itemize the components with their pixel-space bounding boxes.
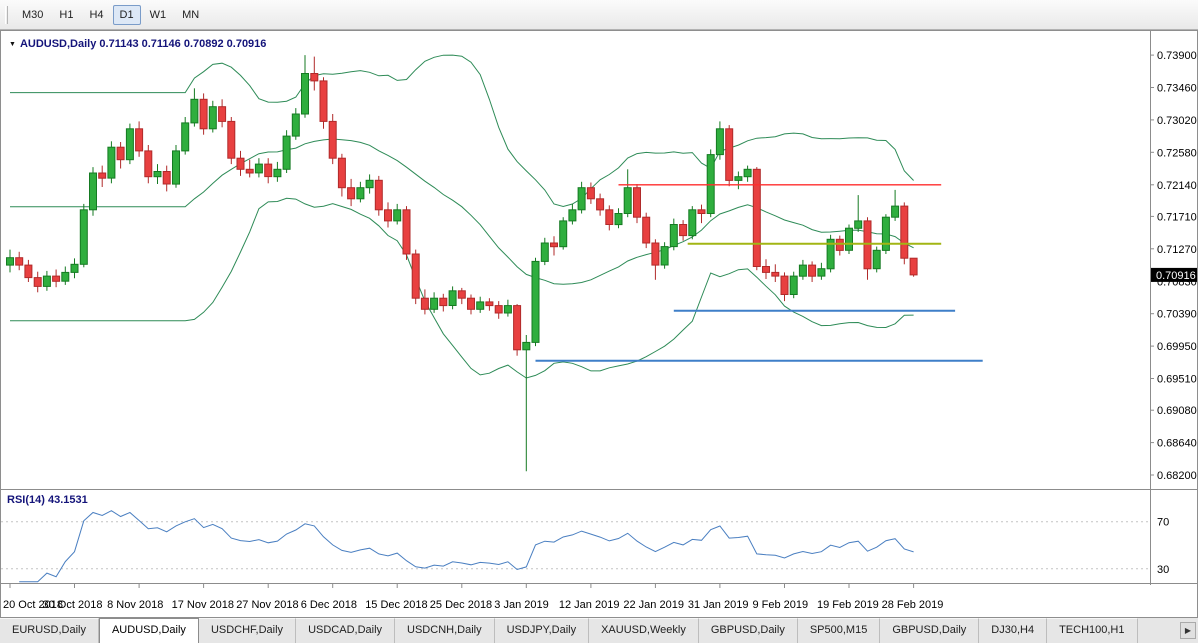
svg-text:0.72140: 0.72140 — [1157, 180, 1197, 192]
tab-gbpusd-daily[interactable]: GBPUSD,Daily — [698, 618, 798, 643]
current-price-marker: 0.70916 — [1151, 267, 1197, 282]
bollinger-middle-band — [10, 138, 914, 285]
svg-text:0.68640: 0.68640 — [1157, 438, 1197, 450]
bollinger-bands — [10, 54, 914, 379]
svg-text:9 Feb 2019: 9 Feb 2019 — [753, 599, 809, 611]
tab-audusd-daily[interactable]: AUDUSD,Daily — [98, 618, 199, 643]
svg-text:0.70916: 0.70916 — [1156, 270, 1196, 282]
svg-text:70: 70 — [1157, 517, 1169, 529]
svg-text:0.73900: 0.73900 — [1157, 50, 1197, 62]
timeframe-toolbar: M30 H1 H4 D1 W1 MN — [0, 0, 1198, 30]
svg-text:27 Nov 2018: 27 Nov 2018 — [236, 599, 298, 611]
svg-text:8 Nov 2018: 8 Nov 2018 — [107, 599, 163, 611]
svg-text:0.73460: 0.73460 — [1157, 83, 1197, 95]
svg-text:3 Jan 2019: 3 Jan 2019 — [494, 599, 548, 611]
tab-sp500-m15[interactable]: SP500,M15 — [797, 618, 881, 643]
svg-text:31 Jan 2019: 31 Jan 2019 — [688, 599, 749, 611]
bollinger-lower-band — [10, 197, 914, 379]
tab-usdcad-daily[interactable]: USDCAD,Daily — [296, 618, 396, 643]
chart-dropdown-icon[interactable]: ▼ — [9, 41, 16, 48]
bollinger-upper-band — [10, 54, 914, 208]
tabs-scroll-right-icon[interactable]: ▶ — [1180, 622, 1196, 639]
chart-tabs-bar: EURUSD,Daily AUDUSD,Daily USDCHF,Daily U… — [0, 618, 1198, 643]
chart-svg[interactable]: 0.73900 0.73460 0.73020 0.72580 0.72140 0.717… — [1, 31, 1197, 617]
tab-usdcnh-daily[interactable]: USDCNH,Daily — [395, 618, 495, 643]
svg-text:0.71270: 0.71270 — [1157, 244, 1197, 256]
svg-text:30: 30 — [1157, 564, 1169, 576]
chart-background — [1, 31, 1197, 617]
price-axis[interactable]: 0.73900 0.73460 0.73020 0.72580 0.72140 0.717… — [1150, 31, 1197, 585]
svg-text:19 Feb 2019: 19 Feb 2019 — [817, 599, 879, 611]
rsi-pane: 70 30 — [1, 510, 1169, 583]
svg-text:0.73020: 0.73020 — [1157, 115, 1197, 127]
svg-text:0.69950: 0.69950 — [1157, 341, 1197, 353]
chart-ohlc-values: 0.71143 0.71146 0.70892 0.70916 — [99, 38, 267, 50]
chart-window: 0.73900 0.73460 0.73020 0.72580 0.72140 0.717… — [0, 30, 1198, 618]
svg-text:12 Jan 2019: 12 Jan 2019 — [559, 599, 620, 611]
ohlc-readout: ▼ AUDUSD,Daily 0.71143 0.71146 0.70892 0.… — [9, 38, 266, 50]
tab-usdjpy-daily[interactable]: USDJPY,Daily — [494, 618, 590, 643]
svg-text:0.69510: 0.69510 — [1157, 374, 1197, 386]
tab-eurusd-daily[interactable]: EURUSD,Daily — [0, 618, 99, 643]
drawn-objects — [535, 184, 983, 362]
svg-text:6 Dec 2018: 6 Dec 2018 — [301, 599, 357, 611]
svg-text:25 Dec 2018: 25 Dec 2018 — [430, 599, 492, 611]
tab-dj30-h4[interactable]: DJ30,H4 — [979, 618, 1048, 643]
svg-text:0.72580: 0.72580 — [1157, 147, 1197, 159]
timeframe-m30-button[interactable]: M30 — [15, 5, 50, 25]
svg-text:0.68200: 0.68200 — [1157, 470, 1197, 482]
rsi-indicator-label: RSI(14) 43.1531 — [7, 494, 88, 506]
tab-gbpusd-daily-2[interactable]: GBPUSD,Daily — [880, 618, 980, 643]
rsi-line — [19, 510, 914, 583]
timeframe-w1-button[interactable]: W1 — [143, 5, 174, 25]
timeframe-mn-button[interactable]: MN — [175, 5, 206, 25]
svg-text:28 Feb 2019: 28 Feb 2019 — [882, 599, 944, 611]
svg-text:22 Jan 2019: 22 Jan 2019 — [623, 599, 684, 611]
tab-xauusd-weekly[interactable]: XAUUSD,Weekly — [589, 618, 699, 643]
tab-tech100-h1[interactable]: TECH100,H1 — [1047, 618, 1138, 643]
svg-text:30 Oct 2018: 30 Oct 2018 — [43, 599, 103, 611]
timeframe-h1-button[interactable]: H1 — [52, 5, 80, 25]
svg-text:15 Dec 2018: 15 Dec 2018 — [365, 599, 427, 611]
tab-usdchf-daily[interactable]: USDCHF,Daily — [198, 618, 297, 643]
timeframe-d1-button[interactable]: D1 — [112, 4, 141, 25]
svg-text:0.70390: 0.70390 — [1157, 309, 1197, 321]
svg-text:20 Oct 2018: 20 Oct 2018 — [3, 599, 63, 611]
toolbar-grip-handle[interactable] — [5, 5, 8, 24]
svg-text:0.71710: 0.71710 — [1157, 211, 1197, 223]
chart-tabs: EURUSD,Daily AUDUSD,Daily USDCHF,Daily U… — [0, 618, 1138, 643]
timeframe-h4-button[interactable]: H4 — [82, 5, 110, 25]
svg-text:17 Nov 2018: 17 Nov 2018 — [172, 599, 234, 611]
chart-symbol-title: AUDUSD,Daily — [19, 38, 97, 50]
svg-text:0.69080: 0.69080 — [1157, 405, 1197, 417]
candlestick-series — [6, 55, 918, 472]
